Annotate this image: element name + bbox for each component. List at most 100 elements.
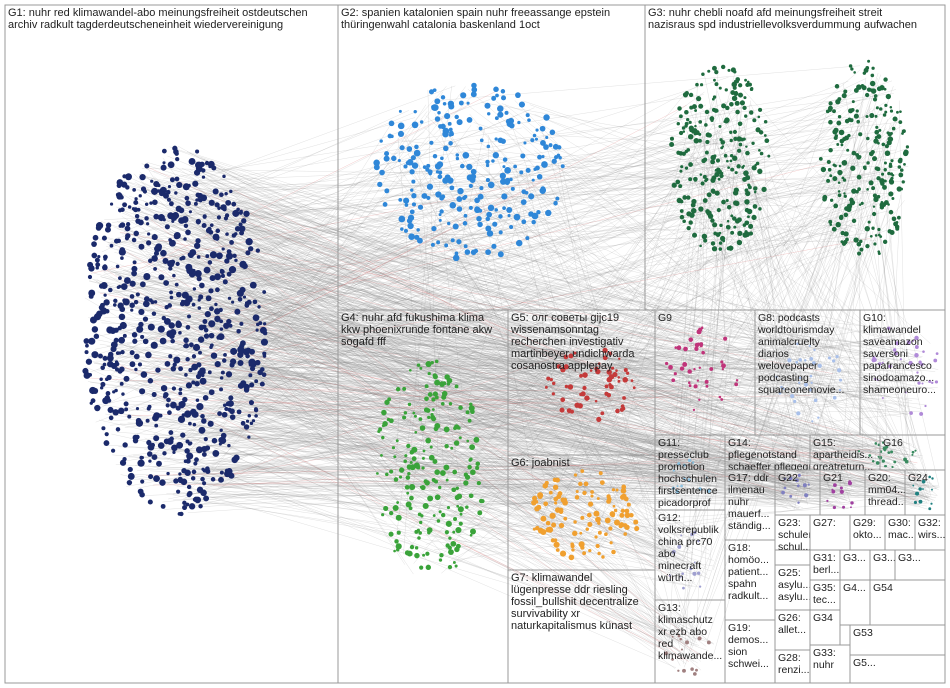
node <box>543 501 549 507</box>
node <box>127 472 135 480</box>
edge <box>193 186 690 334</box>
node <box>100 365 106 371</box>
node <box>176 181 183 189</box>
edge <box>205 283 800 510</box>
edge <box>123 306 729 368</box>
edge <box>93 279 711 471</box>
node <box>440 194 446 199</box>
node <box>218 476 224 483</box>
node <box>417 536 421 540</box>
edge <box>205 240 742 370</box>
edge <box>135 145 893 309</box>
node <box>595 516 601 523</box>
node <box>720 398 724 401</box>
edge <box>153 99 491 221</box>
edge <box>394 426 939 488</box>
node <box>382 421 388 427</box>
node <box>120 349 125 355</box>
edge <box>449 413 715 562</box>
node <box>485 249 492 256</box>
node <box>735 79 739 84</box>
node <box>134 367 138 372</box>
edge <box>693 181 880 454</box>
node <box>219 387 224 392</box>
edge <box>418 161 445 472</box>
edge <box>127 380 806 456</box>
node <box>446 506 451 510</box>
node <box>687 458 692 463</box>
node <box>146 439 152 446</box>
edge <box>153 176 699 632</box>
edge <box>218 381 918 485</box>
node <box>424 396 429 402</box>
group-label: G4... <box>843 582 866 594</box>
node <box>686 195 691 200</box>
node <box>726 219 730 223</box>
edge <box>718 135 848 488</box>
node <box>405 501 412 508</box>
edge <box>191 186 492 370</box>
edge <box>144 165 836 479</box>
node <box>453 516 458 521</box>
edge <box>534 114 722 197</box>
edge <box>172 494 693 587</box>
node <box>699 244 702 248</box>
node <box>869 113 875 119</box>
node <box>467 418 472 423</box>
edge <box>557 178 920 478</box>
edge <box>446 514 565 546</box>
node <box>468 205 473 210</box>
node <box>620 487 627 494</box>
node <box>834 84 840 89</box>
node <box>432 391 438 397</box>
node <box>452 561 456 564</box>
node <box>882 113 887 117</box>
node <box>705 384 709 388</box>
node <box>515 239 523 247</box>
edge <box>185 337 792 499</box>
edge <box>162 169 899 283</box>
node <box>95 266 99 270</box>
node <box>215 228 221 234</box>
edge <box>464 142 497 183</box>
node <box>883 87 887 91</box>
node <box>238 225 246 233</box>
node <box>509 225 514 230</box>
edge <box>127 302 830 349</box>
node <box>226 318 232 325</box>
edge <box>167 187 799 495</box>
node <box>168 354 173 359</box>
edge <box>203 375 820 396</box>
edge <box>237 236 919 490</box>
edge <box>397 165 604 480</box>
node <box>534 500 539 504</box>
group-label: G33: <box>813 647 836 659</box>
edge <box>711 78 878 662</box>
node <box>460 163 465 169</box>
edge <box>177 157 707 198</box>
edge <box>518 198 689 494</box>
node <box>710 218 715 223</box>
node <box>476 480 481 486</box>
edge <box>205 321 677 638</box>
node <box>231 456 239 464</box>
node <box>541 161 548 168</box>
edge <box>255 114 861 417</box>
edge <box>203 482 587 541</box>
node <box>922 350 925 353</box>
node <box>110 346 117 353</box>
node <box>222 174 226 179</box>
node <box>684 91 689 96</box>
node <box>548 490 553 495</box>
edge <box>192 381 738 436</box>
node <box>911 450 915 454</box>
node <box>535 128 539 132</box>
node <box>379 139 383 143</box>
edge <box>151 177 936 501</box>
node <box>95 262 101 268</box>
node <box>201 452 207 457</box>
edge <box>740 199 891 247</box>
edge <box>413 214 701 564</box>
edge <box>234 209 881 449</box>
node <box>434 98 441 105</box>
